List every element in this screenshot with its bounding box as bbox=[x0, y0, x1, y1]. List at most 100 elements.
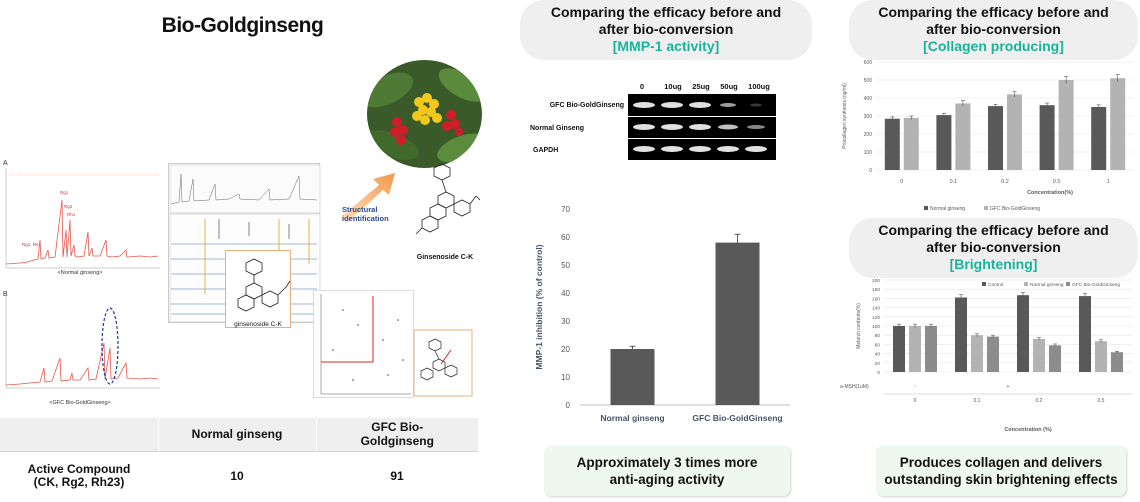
row-label-line2: (CK, Rg2, Rh23) bbox=[33, 474, 125, 489]
y-tick-label: 40 bbox=[561, 289, 570, 298]
collagen-header-accent: [Collagen producing] bbox=[923, 38, 1064, 54]
blot-concentration: 0 bbox=[639, 82, 645, 91]
legend-label: GFC Bio-GoldGinseng bbox=[1072, 282, 1120, 288]
table-cell-normal: 10 bbox=[230, 468, 244, 483]
bar bbox=[903, 117, 919, 170]
blot-bands bbox=[628, 94, 776, 160]
mmp-summary-line1: Approximately 3 times more bbox=[576, 455, 758, 470]
arrow-icon bbox=[341, 173, 395, 223]
bar bbox=[1095, 341, 1107, 372]
x-tick-label: 0.5 bbox=[1053, 179, 1061, 185]
nmr-graphic bbox=[313, 290, 473, 398]
legend-label: Control bbox=[988, 282, 1003, 288]
peak-label: Rg1, Re bbox=[22, 242, 39, 247]
brightening-summary-line2: outstanding skin brightening effects bbox=[884, 472, 1118, 487]
hplc-chromatogram-normal: A Rg1 Rg2 Rh1 Rg1, Re <Normal ginseng> bbox=[0, 160, 165, 285]
x-axis-label: Concentration (%) bbox=[1004, 427, 1052, 433]
mmp-summary-line2: anti-aging activity bbox=[609, 472, 725, 487]
bar bbox=[909, 326, 921, 372]
page-title: Bio-Goldginseng bbox=[161, 14, 324, 37]
y-tick-label: 0 bbox=[877, 370, 880, 376]
blot-lane-label: Normal Ginseng bbox=[530, 125, 585, 132]
y-axis-label: MMP-1 inhibition (% of control) bbox=[534, 244, 544, 369]
alpha-msh-label: a-MSH(1uM) bbox=[840, 384, 869, 390]
mmp-summary-box: Approximately 3 times more anti-aging ac… bbox=[544, 446, 790, 496]
y-tick-label: 200 bbox=[864, 132, 873, 138]
bar bbox=[936, 115, 952, 170]
legend-swatch bbox=[984, 206, 988, 210]
row-label-line1: Active Compound bbox=[27, 461, 131, 476]
panel-letter-a: A bbox=[3, 160, 8, 167]
mmp-header-line2: after bio-conversion bbox=[598, 21, 734, 37]
bar bbox=[988, 106, 1003, 170]
x-tick-label: 0.2 bbox=[1036, 398, 1043, 404]
y-tick-label: 20 bbox=[875, 361, 881, 367]
alpha-msh-value: - bbox=[914, 384, 916, 390]
y-tick-label: 300 bbox=[864, 114, 873, 120]
x-tick-label: 0.1 bbox=[974, 398, 981, 404]
legend-swatch bbox=[924, 206, 928, 210]
ginseng-berries-graphic bbox=[367, 68, 482, 163]
x-axis-label: Concentration(%) bbox=[1027, 190, 1073, 196]
table-row-label: Active Compound (CK, Rg2, Rh23) bbox=[0, 451, 158, 500]
molecule-structure-icon bbox=[237, 258, 291, 312]
y-tick-label: 30 bbox=[561, 317, 570, 326]
y-tick-label: 200 bbox=[872, 278, 880, 284]
table-row: Active Compound (CK, Rg2, Rh23) 10 91 bbox=[0, 451, 478, 500]
x-tick-label: 0.2 bbox=[1001, 179, 1009, 185]
structural-identification-label: Structural identification bbox=[342, 205, 389, 223]
y-tick-label: 140 bbox=[872, 306, 880, 312]
brightening-summary-box: Produces collagen and delivers outstandi… bbox=[876, 446, 1126, 496]
brightening-header-line1: Comparing the efficacy before and bbox=[878, 222, 1109, 238]
table-header-empty bbox=[0, 418, 158, 452]
y-tick-label: 40 bbox=[875, 352, 881, 358]
y-tick-label: 10 bbox=[561, 373, 570, 382]
bar bbox=[715, 242, 760, 405]
ginsenoside-ck-label: Ginsenoside C-K bbox=[416, 254, 474, 261]
y-tick-label: 500 bbox=[864, 78, 873, 84]
brightening-section-header: Comparing the efficacy before and after … bbox=[849, 218, 1138, 278]
bar bbox=[1091, 107, 1107, 170]
y-axis-label: Melanin contents(%) bbox=[856, 303, 862, 349]
x-tick-label: 1 bbox=[1107, 179, 1110, 185]
x-tick-label: 0 bbox=[900, 179, 903, 185]
melanin-chart: 0 20 40 60 80 100 120 140 160 180 200 0 0.1 0.2 0.5 a-M… bbox=[840, 278, 1132, 433]
bar bbox=[955, 103, 971, 170]
table-header-normal: Normal ginseng bbox=[157, 418, 316, 452]
bar bbox=[1111, 352, 1123, 372]
brightening-header-line2: after bio-conversion bbox=[926, 239, 1061, 255]
peak-label: Rg1 bbox=[60, 190, 69, 195]
legend-swatch bbox=[1024, 282, 1028, 286]
bar bbox=[884, 118, 900, 170]
alpha-msh-value: + bbox=[1007, 384, 1010, 390]
y-tick-label: 20 bbox=[561, 345, 570, 354]
blot-lane-label: GFC Bio-GoldGinseng bbox=[549, 102, 624, 109]
bar bbox=[1039, 105, 1055, 170]
table-header-gfc: GFC Bio-Goldginseng bbox=[315, 418, 478, 452]
nmr-spectrum-image bbox=[313, 290, 473, 398]
peak-label: Rh1 bbox=[67, 212, 76, 217]
y-tick-label: 120 bbox=[872, 315, 880, 321]
ginsenoside-structure-small bbox=[225, 250, 291, 328]
x-tick-label: GFC Bio-GoldGinseng bbox=[692, 413, 782, 423]
x-tick-label: 0 bbox=[914, 398, 917, 404]
blot-concentration: 25ug bbox=[692, 82, 710, 91]
bar bbox=[1007, 94, 1022, 170]
mmp-section-header: Comparing the efficacy before and after … bbox=[520, 0, 812, 60]
y-tick-label: 0 bbox=[869, 168, 872, 174]
y-tick-label: 100 bbox=[872, 324, 880, 330]
y-tick-label: 60 bbox=[875, 342, 881, 348]
brightening-summary-line1: Produces collagen and delivers bbox=[899, 455, 1103, 470]
bar bbox=[1079, 296, 1091, 372]
ginseng-berries-photo bbox=[367, 60, 482, 168]
y-tick-label: 100 bbox=[864, 150, 873, 156]
hplc-caption-gfc: <GFC Bio-GoldGinseng> bbox=[49, 400, 111, 406]
bar bbox=[1017, 295, 1029, 372]
hplc-normal-trace bbox=[5, 168, 160, 269]
y-tick-label: 60 bbox=[561, 233, 570, 242]
y-tick-label: 400 bbox=[864, 96, 873, 102]
y-tick-label: 70 bbox=[561, 205, 570, 214]
active-compound-table: Normal ginseng GFC Bio-Goldginseng Activ… bbox=[0, 418, 478, 500]
hplc-chromatogram-gfc: B <GFC Bio-GoldGinseng> bbox=[0, 288, 165, 413]
molecule-ck-icon bbox=[415, 163, 481, 235]
